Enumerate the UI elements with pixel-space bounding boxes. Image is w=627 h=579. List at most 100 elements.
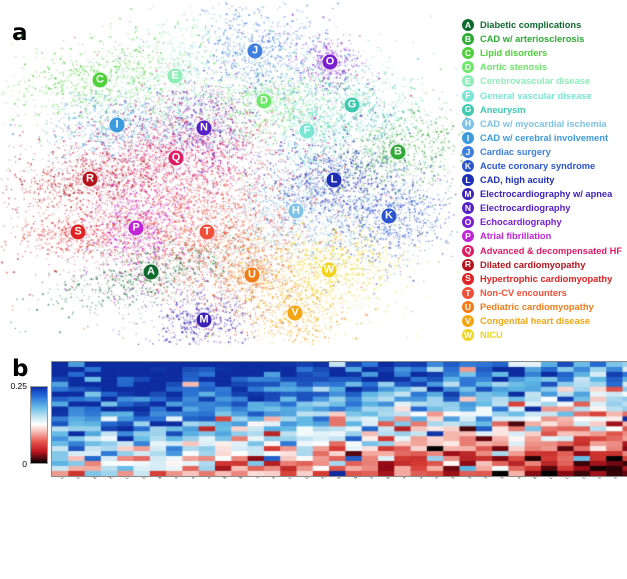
legend-label-k: Acute coronary syndrome bbox=[480, 160, 596, 171]
legend-label-l: CAD, high acuity bbox=[480, 175, 555, 186]
cluster-marker-j[interactable]: J bbox=[247, 43, 263, 59]
heatmap-column-labels: Chronic Heart FailureCongestive Heart Fa… bbox=[51, 477, 627, 572]
column-label: Ventricular Tachycardia bbox=[467, 477, 494, 480]
cluster-marker-g[interactable]: G bbox=[344, 97, 360, 113]
legend-label-i: CAD w/ cerebral involvement bbox=[480, 132, 609, 143]
cluster-marker-q[interactable]: Q bbox=[168, 150, 184, 166]
legend-item-b[interactable]: B CAD w/ arteriosclerosis bbox=[462, 32, 627, 46]
colorbar-gradient bbox=[30, 386, 48, 464]
legend-badge-m-icon: M bbox=[462, 188, 474, 201]
legend-badge-c-icon: C bbox=[462, 47, 474, 60]
legend-label-s: Hypertrophic cardiomyopathy bbox=[480, 273, 613, 284]
legend-item-d[interactable]: D Aortic stenosis bbox=[462, 60, 627, 74]
colorbar-min-tick: 0 bbox=[22, 459, 27, 469]
legend-label-p: Atrial fibrillation bbox=[480, 231, 552, 242]
legend-label-j: Cardiac surgery bbox=[480, 146, 551, 157]
cluster-marker-h[interactable]: H bbox=[288, 203, 304, 219]
legend-item-n[interactable]: N Electrocardiography bbox=[462, 201, 627, 215]
legend-badge-w-icon: W bbox=[462, 329, 474, 342]
legend-label-g: Aneurysm bbox=[480, 104, 526, 115]
legend-item-f[interactable]: F General vascular disease bbox=[462, 88, 627, 102]
legend-item-e[interactable]: E Cerebrovascular disease bbox=[462, 74, 627, 88]
legend-item-w[interactable]: W NICU bbox=[462, 328, 627, 342]
legend-badge-o-icon: O bbox=[462, 216, 474, 229]
legend-item-j[interactable]: J Cardiac surgery bbox=[462, 145, 627, 159]
legend-badge-h-icon: H bbox=[462, 117, 474, 130]
legend-label-u: Pediatric cardiomyopathy bbox=[480, 301, 594, 312]
cluster-marker-i[interactable]: I bbox=[109, 117, 125, 133]
legend-item-u[interactable]: U Pediatric cardiomyopathy bbox=[462, 300, 627, 314]
legend-label-v: Congenital heart disease bbox=[480, 316, 591, 327]
legend-badge-s-icon: S bbox=[462, 272, 474, 285]
legend-item-o[interactable]: O Echocardiography bbox=[462, 215, 627, 229]
legend-item-r[interactable]: R Dilated cardiomyopathy bbox=[462, 258, 627, 272]
legend-item-s[interactable]: S Hypertrophic cardiomyopathy bbox=[462, 272, 627, 286]
cluster-legend: A Diabetic complications B CAD w/ arteriosc… bbox=[462, 18, 627, 342]
legend-item-q[interactable]: Q Advanced & decompensated HF bbox=[462, 244, 627, 258]
legend-label-r: Dilated cardiomyopathy bbox=[480, 259, 586, 270]
cluster-marker-k[interactable]: K bbox=[381, 208, 397, 224]
cluster-marker-t[interactable]: T bbox=[199, 224, 215, 240]
cluster-marker-m[interactable]: M bbox=[196, 312, 212, 328]
legend-item-t[interactable]: T Non-CV encounters bbox=[462, 286, 627, 300]
heatmap-colorbar: 0.25 0 bbox=[10, 381, 48, 469]
column-label: Coronary Atherosclerosis bbox=[124, 477, 153, 480]
cluster-marker-e[interactable]: E bbox=[167, 68, 183, 84]
column-label: Tricuspid Valve Disorder bbox=[255, 477, 283, 480]
cluster-marker-w[interactable]: W bbox=[321, 262, 337, 278]
legend-item-p[interactable]: P Atrial fibrillation bbox=[462, 229, 627, 243]
legend-item-l[interactable]: L CAD, high acuity bbox=[462, 173, 627, 187]
legend-badge-u-icon: U bbox=[462, 300, 474, 313]
cluster-marker-a[interactable]: A bbox=[143, 264, 159, 280]
legend-label-m: Electrocardiography w/ apnea bbox=[480, 189, 613, 200]
cluster-marker-s[interactable]: S bbox=[70, 224, 86, 240]
column-label: Pulmonary Valve Disorder bbox=[271, 477, 301, 480]
cluster-marker-b[interactable]: B bbox=[390, 144, 406, 160]
cluster-marker-n[interactable]: N bbox=[196, 120, 212, 136]
cluster-marker-u[interactable]: U bbox=[244, 267, 260, 283]
legend-item-i[interactable]: I CAD w/ cerebral involvement bbox=[462, 131, 627, 145]
legend-label-q: Advanced & decompensated HF bbox=[480, 245, 623, 256]
legend-badge-j-icon: J bbox=[462, 145, 474, 158]
legend-item-g[interactable]: G Aneurysm bbox=[462, 103, 627, 117]
legend-item-h[interactable]: H CAD w/ myocardial ischemia bbox=[462, 117, 627, 131]
legend-badge-a-icon: A bbox=[462, 19, 474, 32]
column-label: Endocarditis bbox=[385, 477, 401, 480]
legend-item-a[interactable]: A Diabetic complications bbox=[462, 18, 627, 32]
legend-label-w: NICU bbox=[480, 330, 503, 341]
legend-label-o: Echocardiography bbox=[480, 217, 562, 228]
column-label: Pulmonary Hypertension bbox=[597, 477, 626, 480]
legend-badge-k-icon: K bbox=[462, 159, 474, 172]
heatmap-container bbox=[51, 361, 627, 477]
legend-item-m[interactable]: M Electrocardiography w/ apnea bbox=[462, 187, 627, 201]
column-label: Pulmonary Embolism bbox=[613, 477, 627, 480]
cluster-marker-p[interactable]: P bbox=[128, 220, 144, 236]
column-label: Cardiac Arrest bbox=[564, 477, 582, 480]
legend-label-a: Diabetic complications bbox=[480, 20, 582, 31]
legend-label-h: CAD w/ myocardial ischemia bbox=[480, 118, 607, 129]
column-label: Restrictive Cardiomyopathy bbox=[336, 477, 367, 480]
cluster-marker-f[interactable]: F bbox=[299, 123, 315, 139]
cluster-marker-c[interactable]: C bbox=[92, 72, 108, 88]
legend-item-c[interactable]: C Lipid disorders bbox=[462, 46, 627, 60]
legend-badge-f-icon: F bbox=[462, 89, 474, 102]
legend-badge-t-icon: T bbox=[462, 286, 474, 299]
cluster-marker-d[interactable]: D bbox=[256, 93, 272, 109]
legend-item-k[interactable]: K Acute coronary syndrome bbox=[462, 159, 627, 173]
column-label: Atrial Flutter bbox=[418, 477, 434, 480]
cluster-marker-o[interactable]: O bbox=[322, 54, 338, 70]
cluster-marker-l[interactable]: L bbox=[326, 172, 342, 188]
legend-label-b: CAD w/ arteriosclerosis bbox=[480, 34, 585, 45]
cluster-marker-r[interactable]: R bbox=[82, 171, 98, 187]
legend-badge-q-icon: Q bbox=[462, 244, 474, 257]
legend-badge-e-icon: E bbox=[462, 75, 474, 88]
cluster-marker-v[interactable]: V bbox=[287, 305, 303, 321]
legend-badge-p-icon: P bbox=[462, 230, 474, 243]
legend-badge-d-icon: D bbox=[462, 61, 474, 74]
legend-badge-v-icon: V bbox=[462, 315, 474, 328]
column-label: Myocarditis bbox=[353, 477, 368, 480]
legend-item-v[interactable]: V Congenital heart disease bbox=[462, 314, 627, 328]
legend-label-n: Electrocardiography bbox=[480, 203, 571, 214]
column-label: Dilated Cardiomyopathy bbox=[304, 477, 332, 480]
